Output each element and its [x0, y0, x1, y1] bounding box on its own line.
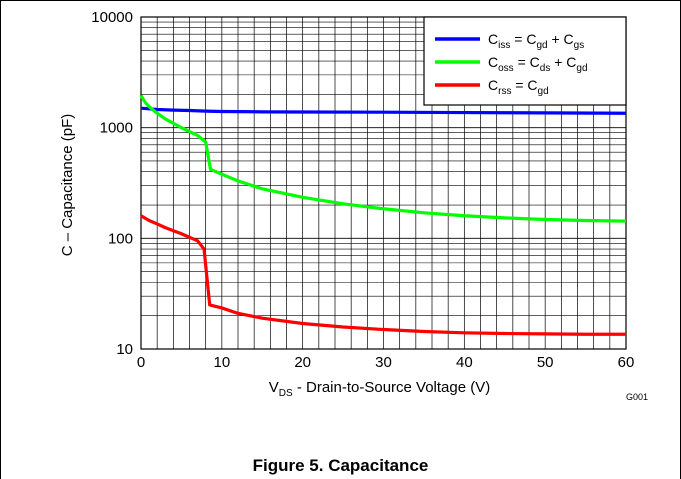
y-tick-label: 100	[108, 230, 133, 247]
y-tick-label: 1000	[100, 120, 133, 137]
x-tick-label: 0	[137, 354, 145, 371]
x-axis-label-main: V	[269, 379, 279, 396]
y-tick-label: 10000	[91, 9, 133, 26]
y-tick-label: 10	[116, 341, 133, 358]
x-tick-label: 30	[375, 354, 392, 371]
x-axis-label: VDS - Drain-to-Source Voltage (V)	[269, 379, 491, 399]
graph-id: G001	[626, 392, 648, 402]
x-tick-label: 20	[294, 354, 311, 371]
series-line-2	[140, 214, 626, 336]
x-tick-label: 60	[618, 354, 635, 371]
series-line-0	[140, 106, 627, 115]
y-axis-label: C – Capacitance (pF)	[59, 114, 76, 257]
x-tick-label: 40	[456, 354, 473, 371]
x-axis-label-sub: DS	[279, 388, 293, 399]
legend: Ciss = Cgd + Cgs Coss = Cds + Cgd Crss = C…	[423, 16, 627, 106]
figure-caption: Figure 5. Capacitance	[252, 456, 429, 475]
x-axis-label-rest: - Drain-to-Source Voltage (V)	[293, 379, 491, 396]
x-tick-label: 10	[213, 354, 230, 371]
series-line-1	[139, 94, 627, 223]
x-tick-label: 50	[537, 354, 554, 371]
plot-area	[140, 16, 627, 350]
series-lines	[139, 94, 627, 336]
legend-label-2: Crss = Cgd	[488, 77, 549, 97]
legend-label-0: Ciss = Cgd + Cgs	[488, 31, 584, 51]
legend-label-1: Coss = Cds + Cgd	[488, 54, 588, 74]
grid-lines	[140, 17, 627, 350]
